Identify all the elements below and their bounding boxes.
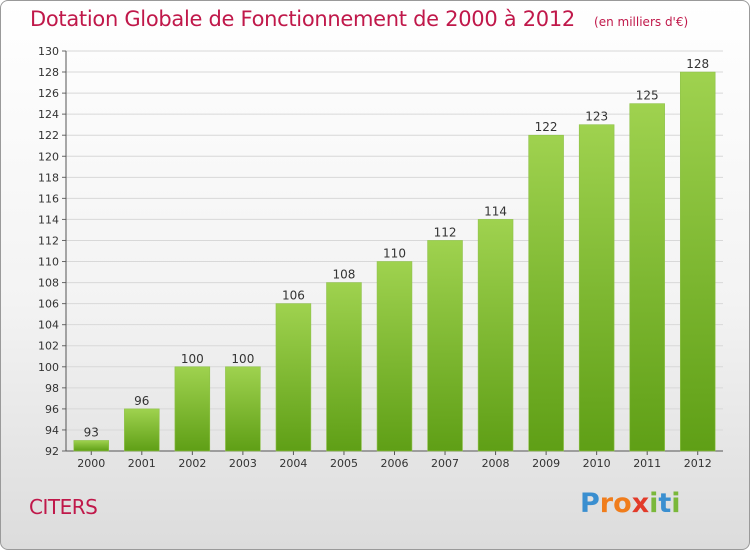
bar: [124, 408, 160, 452]
data-label: 93: [84, 425, 99, 439]
data-label: 125: [636, 89, 659, 103]
data-labels: 93 96 100 100 106 108 110 112 114 122 123 125 128: [84, 57, 710, 439]
data-label: 112: [434, 225, 457, 239]
y-tick-label: 112: [38, 234, 59, 247]
y-tick-label: 94: [45, 424, 59, 437]
y-tick-label: 102: [38, 340, 59, 353]
data-label: 100: [181, 352, 204, 366]
proxiti-logo: Proxiti: [580, 488, 681, 519]
y-tick-label: 120: [38, 150, 59, 163]
bar: [528, 134, 564, 452]
y-tick-label: 114: [38, 213, 59, 226]
bar: [427, 240, 463, 452]
bar: [326, 282, 362, 452]
x-tick-label: 2008: [482, 457, 510, 470]
chart-title: Dotation Globale de Fonctionnement de 20…: [30, 7, 575, 31]
y-tick-label: 118: [38, 171, 59, 184]
x-tick-label: 2000: [77, 457, 105, 470]
data-label: 100: [231, 352, 254, 366]
bars: [73, 71, 716, 452]
y-tick-label: 98: [45, 382, 59, 395]
y-tick-label: 92: [45, 445, 59, 458]
data-label: 106: [282, 289, 305, 303]
bar: [275, 303, 312, 452]
bar: [629, 103, 665, 452]
bar: [174, 366, 211, 452]
y-tick-label: 96: [45, 403, 59, 416]
y-tick-label: 130: [38, 45, 59, 58]
y-tick-label: 110: [38, 256, 59, 269]
x-tick-label: 2006: [381, 457, 409, 470]
x-tick-label: 2001: [128, 457, 156, 470]
bar: [578, 124, 615, 452]
x-tick-label: 2011: [633, 457, 661, 470]
bar: [376, 261, 413, 452]
data-label: 96: [134, 394, 149, 408]
logo-letter: i: [649, 488, 659, 519]
y-tick-labels: 92 94 96 98 100 102 104 106 108 110 112 114 116 118 12…: [38, 45, 59, 458]
commune-name: CITERS: [29, 495, 98, 519]
logo-letter: t: [658, 488, 672, 519]
x-tick-label: 2009: [532, 457, 560, 470]
logo-letter: x: [631, 488, 650, 519]
x-tick-label: 2003: [229, 457, 257, 470]
data-label: 123: [585, 110, 608, 124]
chart-unit: (en milliers d'€): [594, 15, 689, 29]
bar: [679, 71, 716, 452]
data-label: 122: [535, 120, 558, 134]
bar: [225, 366, 261, 452]
x-tick-label: 2010: [583, 457, 611, 470]
logo-letter: o: [613, 488, 632, 519]
bar: [477, 219, 514, 452]
y-tick-label: 106: [38, 298, 59, 311]
x-tick-label: 2007: [431, 457, 459, 470]
data-label: 114: [484, 204, 507, 218]
x-tick-label: 2012: [684, 457, 712, 470]
data-label: 108: [333, 268, 356, 282]
y-tick-label: 100: [38, 361, 59, 374]
x-tick-label: 2004: [279, 457, 307, 470]
y-tick-label: 124: [38, 108, 59, 121]
x-tick-label: 2005: [330, 457, 358, 470]
logo-letter: i: [671, 488, 681, 519]
y-tick-label: 128: [38, 66, 59, 79]
data-label: 128: [686, 57, 709, 71]
logo-letter: r: [599, 488, 614, 519]
y-tick-label: 122: [38, 129, 59, 142]
x-tick-labels: 2000 2001 2002 2003 2004 2005 2006 2007 2008 2009…: [77, 457, 711, 470]
title-row: Dotation Globale de Fonctionnement de 20…: [30, 7, 688, 31]
y-tick-label: 108: [38, 277, 59, 290]
logo-letter: P: [580, 488, 600, 519]
y-tick-label: 116: [38, 192, 59, 205]
x-tick-label: 2002: [178, 457, 206, 470]
y-tick-label: 104: [38, 319, 59, 332]
data-label: 110: [383, 247, 406, 261]
y-tick-label: 126: [38, 87, 59, 100]
bar: [73, 440, 110, 452]
